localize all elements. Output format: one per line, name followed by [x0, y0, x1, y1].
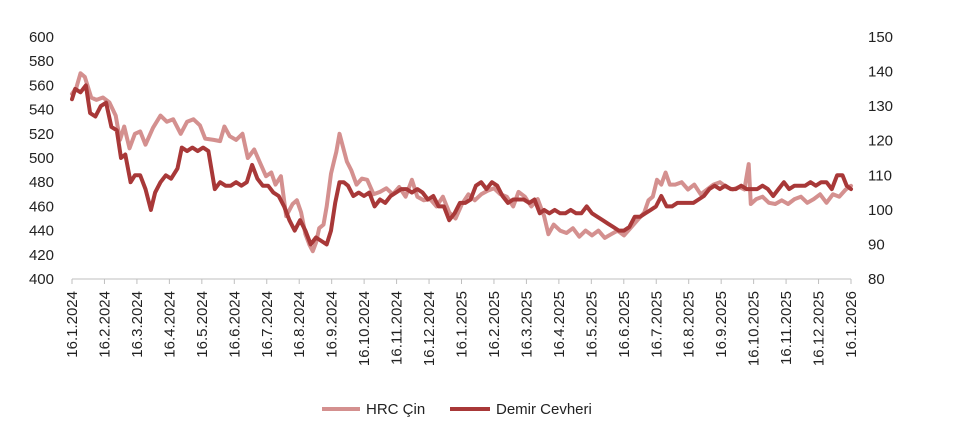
x-tick-label: 16.5.2025 [583, 291, 600, 358]
x-tick-label: 16.1.2025 [454, 291, 471, 358]
x-tick-label: 16.5.2024 [194, 291, 211, 358]
x-tick-label: 16.11.2024 [389, 291, 406, 365]
right-y-tick-label: 90 [868, 236, 885, 253]
x-tick-label: 16.3.2024 [129, 291, 146, 358]
x-tick-label: 16.3.2025 [518, 291, 535, 358]
x-tick-label: 16.9.2024 [324, 291, 341, 358]
x-tick-label: 16.1.2026 [843, 291, 860, 358]
x-tick-label: 16.1.2024 [64, 291, 81, 358]
right-y-tick-label: 110 [868, 167, 892, 184]
x-tick-label: 16.2.2025 [486, 291, 503, 358]
right-y-tick-label: 80 [868, 271, 885, 288]
left-y-axis-labels: 600 580 560 540 520 500 480 460 440 420 400 [29, 29, 54, 288]
right-y-axis-labels: 150 140 130 120 110 100 90 80 [868, 29, 893, 288]
x-tick-label: 16.12.2025 [811, 291, 828, 366]
legend-label-2: Demir Cevheri [496, 401, 592, 418]
left-y-tick-label: 440 [29, 223, 54, 240]
left-y-tick-label: 520 [29, 126, 54, 143]
series-lines [70, 71, 853, 254]
x-tick-label: 16.4.2024 [161, 291, 178, 358]
x-tick-label: 16.12.2024 [421, 291, 438, 366]
x-tick-label: 16.7.2024 [259, 291, 276, 358]
x-tick-label: 16.6.2024 [226, 291, 243, 358]
x-tick-label: 16.9.2025 [713, 291, 730, 358]
x-tick-label: 16.10.2025 [746, 291, 763, 366]
x-tick-label: 16.10.2024 [356, 291, 373, 366]
right-y-tick-label: 150 [868, 29, 893, 46]
legend-label-1: HRC Çin [366, 401, 425, 418]
left-y-tick-label: 580 [29, 53, 54, 70]
left-y-tick-label: 600 [29, 29, 54, 46]
legend: HRC Çin Demir Cevheri [322, 401, 592, 418]
x-tick-label: 16.6.2025 [616, 291, 633, 358]
x-axis-labels: 16.1.2024 16.2.2024 16.3.2024 16.4.2024 16.5… [64, 291, 860, 366]
right-y-tick-label: 130 [868, 98, 893, 115]
x-tick-label: 16.8.2025 [681, 291, 698, 358]
left-y-tick-label: 500 [29, 150, 54, 167]
x-tick-label: 16.7.2025 [648, 291, 665, 358]
left-y-tick-label: 420 [29, 247, 54, 264]
left-y-tick-label: 480 [29, 174, 54, 191]
x-axis-ticks [71, 279, 852, 284]
series-line-1 [70, 71, 853, 254]
right-y-tick-label: 140 [868, 64, 893, 81]
left-y-tick-label: 400 [29, 271, 54, 288]
left-y-tick-label: 540 [29, 102, 54, 119]
x-tick-label: 16.4.2025 [551, 291, 568, 358]
right-y-tick-label: 120 [868, 133, 893, 150]
left-y-tick-label: 560 [29, 77, 54, 94]
left-y-tick-label: 460 [29, 198, 54, 215]
x-tick-label: 16.2.2024 [97, 291, 114, 358]
x-tick-label: 16.11.2025 [778, 291, 795, 365]
series-line-2 [70, 83, 853, 247]
right-y-tick-label: 100 [868, 202, 893, 219]
x-tick-label: 16.8.2024 [291, 291, 308, 358]
